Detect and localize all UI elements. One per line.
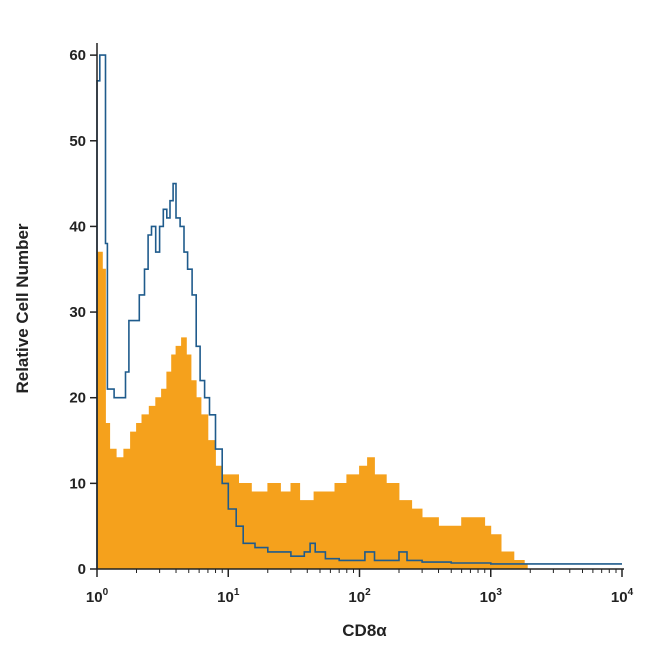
- x-tick-label: 101: [217, 587, 240, 606]
- y-tick-label: 50: [69, 133, 86, 150]
- histogram-outline-series: [96, 54, 622, 569]
- x-axis-title: CD8α: [342, 621, 387, 640]
- x-tick-label: 104: [611, 587, 634, 606]
- x-tick-label: 102: [348, 587, 371, 606]
- plot-area: [96, 54, 622, 570]
- x-tick-label: 103: [480, 587, 503, 606]
- y-axis-title: Relative Cell Number: [13, 223, 32, 393]
- y-tick-label: 10: [69, 475, 86, 492]
- y-tick-label: 40: [69, 218, 86, 235]
- y-tick-label: 0: [78, 561, 86, 578]
- x-tick-label: 100: [86, 587, 109, 606]
- histogram-filled-series: [96, 251, 528, 570]
- x-axis-ticks: 100 101 102 103 104: [86, 569, 634, 606]
- y-tick-label: 20: [69, 390, 86, 407]
- y-axis-ticks: 0 10 20 30 40 50 60: [69, 47, 97, 578]
- y-tick-label: 30: [69, 304, 86, 321]
- y-tick-label: 60: [69, 47, 86, 64]
- axes: [96, 43, 624, 570]
